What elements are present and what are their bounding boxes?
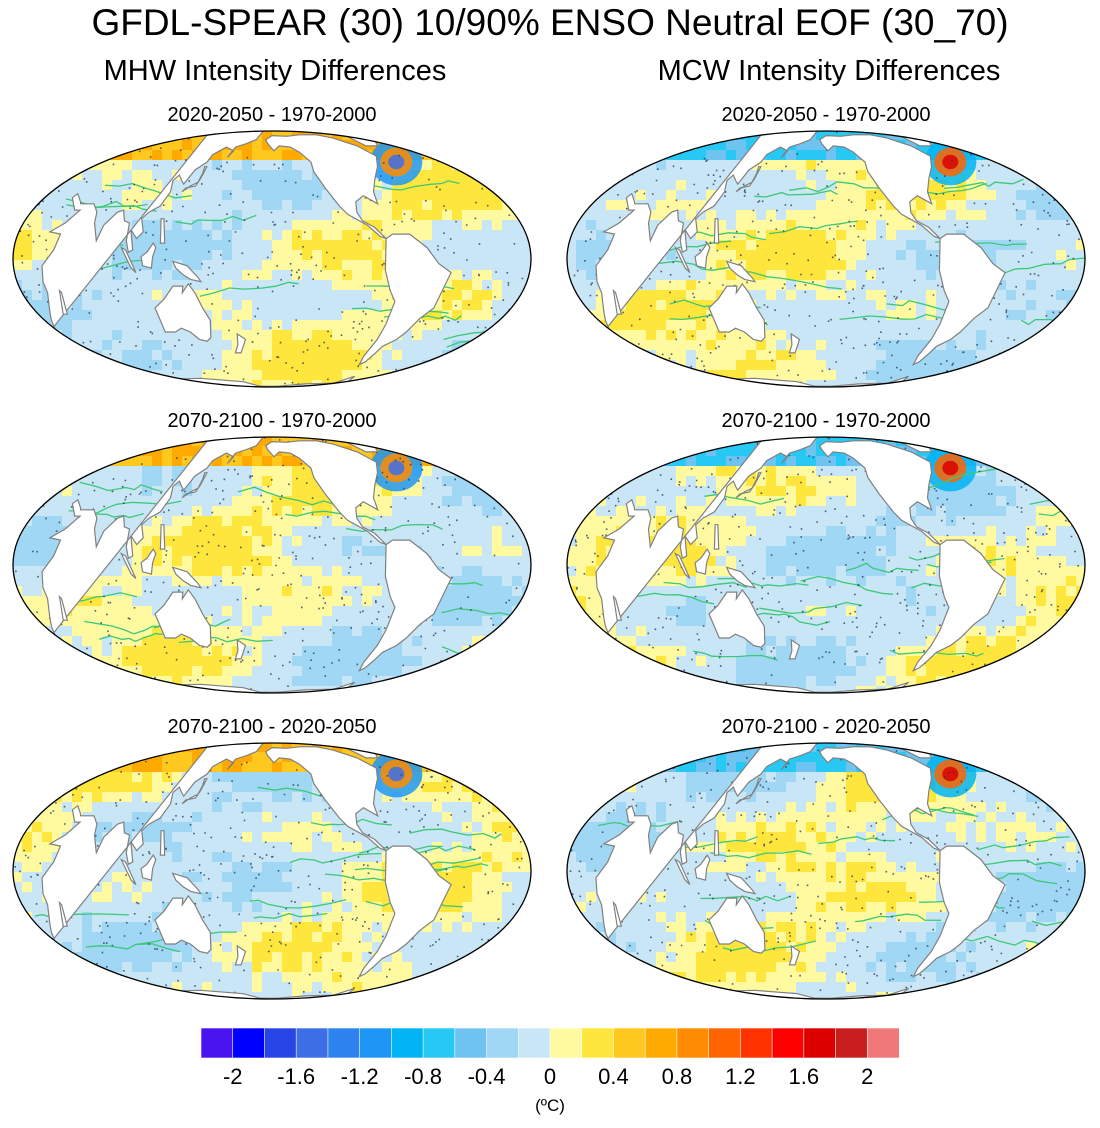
colorbar-swatch xyxy=(803,1028,837,1058)
colorbar-tick-label: -1.6 xyxy=(277,1064,316,1089)
colorbar-swatch xyxy=(486,1028,520,1058)
colorbar-tick-label: 0.8 xyxy=(661,1064,693,1089)
mcw-map-2070-2100-vs-1970-2000 xyxy=(566,436,1086,694)
colorbar-swatch xyxy=(740,1028,773,1058)
colorbar-swatch xyxy=(422,1028,456,1058)
colorbar-swatch xyxy=(295,1028,329,1058)
colorbar-swatch xyxy=(708,1028,742,1058)
colorbar-swatch xyxy=(613,1028,646,1058)
mcw-panel-2-title: 2070-2100 - 1970-2000 xyxy=(721,410,931,432)
colorbar-swatch xyxy=(835,1028,869,1058)
colorbar-swatch xyxy=(359,1028,393,1058)
colorbar-swatch xyxy=(264,1028,297,1058)
colorbar-swatch xyxy=(866,1028,899,1058)
colorbar-swatch xyxy=(549,1028,583,1058)
colorbar-tick-label: -0.8 xyxy=(404,1064,443,1089)
colorbar-swatch xyxy=(391,1028,424,1058)
mhw-map-2070-2100-vs-1970-2000 xyxy=(12,436,532,694)
mhw-panel-2-title: 2070-2100 - 1970-2000 xyxy=(167,410,377,432)
mcw-panel-1-title: 2020-2050 - 1970-2000 xyxy=(721,104,931,126)
colorbar xyxy=(201,1028,899,1058)
colorbar-swatch xyxy=(581,1028,615,1058)
mhw-column-title: MHW Intensity Differences xyxy=(103,55,447,87)
colorbar-tick-label: -2 xyxy=(222,1064,243,1089)
colorbar-tick-label: 2 xyxy=(861,1064,874,1089)
mcw-panel-3-title: 2070-2100 - 2020-2050 xyxy=(721,716,931,738)
colorbar-units: (ºC) xyxy=(535,1096,565,1115)
colorbar-tick-label: 1.6 xyxy=(788,1064,820,1089)
mhw-map-2070-2100-vs-2020-2050 xyxy=(12,742,532,1000)
figure-title: GFDL-SPEAR (30) 10/90% ENSO Neutral EOF … xyxy=(91,2,1009,43)
colorbar-swatch xyxy=(644,1028,678,1058)
colorbar-tick-label: 0 xyxy=(543,1064,557,1089)
mcw-column-title: MCW Intensity Differences xyxy=(657,55,1001,87)
colorbar-swatch xyxy=(771,1028,805,1058)
colorbar-swatch xyxy=(676,1028,710,1058)
colorbar-tick-label: -1.2 xyxy=(340,1064,379,1089)
colorbar-swatch xyxy=(201,1028,234,1058)
colorbar-swatch xyxy=(327,1028,361,1058)
mcw-map-2070-2100-vs-2020-2050 xyxy=(566,742,1086,1000)
colorbar-swatch xyxy=(517,1028,551,1058)
colorbar-tick-label: -0.4 xyxy=(467,1064,506,1089)
colorbar-swatch xyxy=(454,1028,488,1058)
colorbar-tick-label: 0.4 xyxy=(598,1064,629,1089)
mhw-panel-1-title: 2020-2050 - 1970-2000 xyxy=(167,104,377,126)
mhw-panel-3-title: 2070-2100 - 2020-2050 xyxy=(167,716,377,738)
colorbar-swatch xyxy=(232,1028,266,1058)
mcw-map-2020-2050-vs-1970-2000 xyxy=(566,130,1086,388)
colorbar-tick-label: 1.2 xyxy=(725,1064,756,1089)
mhw-map-2020-2050-vs-1970-2000 xyxy=(12,130,532,388)
